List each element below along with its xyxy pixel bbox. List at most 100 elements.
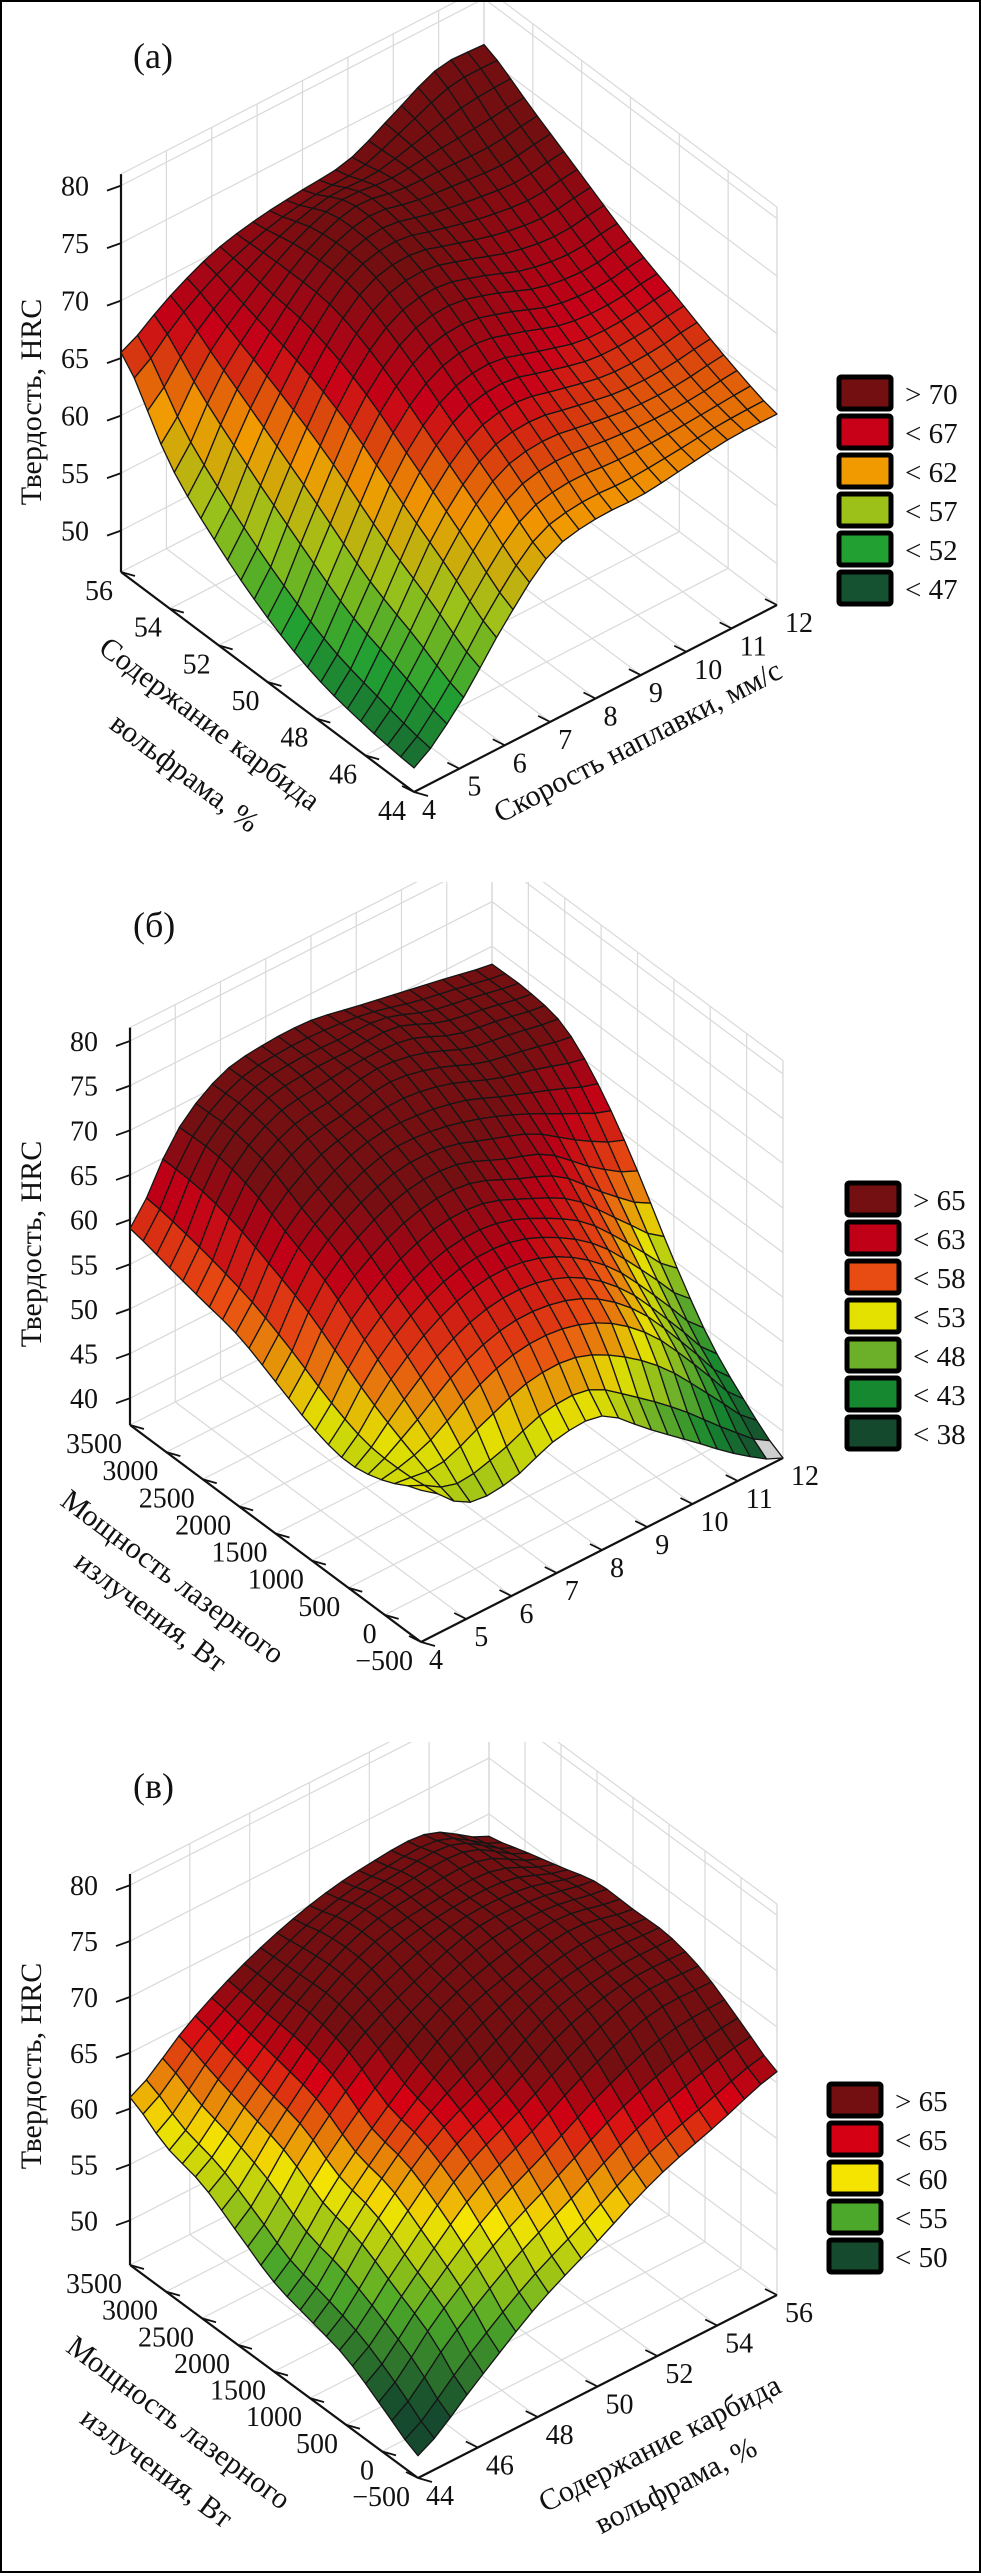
wall-gridline — [491, 901, 784, 1120]
y-tick — [129, 2264, 145, 2270]
x-tick-label: 10 — [701, 1507, 729, 1538]
x-tick-label: 10 — [694, 655, 722, 686]
z-tick-label: 65 — [61, 344, 89, 375]
x-tick-label: 11 — [740, 631, 767, 662]
z-axis-title: Твердость, HRC — [15, 1141, 48, 1348]
z-tick-label: 75 — [70, 1072, 98, 1103]
z-tick-label: 60 — [61, 402, 89, 433]
x-tick-label: 6 — [513, 748, 527, 779]
z-tick — [106, 472, 122, 479]
legend-swatch — [826, 2237, 884, 2275]
y-tick-label: 2000 — [174, 2349, 230, 2380]
wall-edge — [120, 2, 457, 175]
z-tick-label: 65 — [70, 2039, 98, 2070]
wall-edge — [502, 2, 778, 208]
x-tick — [764, 598, 778, 606]
x-tick — [680, 1497, 693, 1505]
z-tick — [115, 2107, 131, 2115]
y-tick-label: 1000 — [248, 1565, 304, 1596]
legend: > 70 < 67 < 62 < 57 < 52 < 47 — [836, 374, 958, 607]
z-tick — [106, 184, 122, 192]
z-axis-title: Твердость, HRC — [15, 1963, 48, 2170]
legend-label: < 38 — [913, 1419, 966, 1451]
x-tick-label: 5 — [474, 1622, 488, 1653]
y-tick — [237, 2344, 253, 2350]
floor-gridline — [347, 1403, 711, 1589]
z-tick-label: 60 — [70, 1206, 98, 1237]
legend-label: < 58 — [913, 1263, 966, 1295]
surface-cell — [407, 1484, 439, 1495]
x-tick — [408, 1635, 422, 1643]
y-tick — [169, 607, 185, 614]
wall-gridline — [129, 882, 445, 1042]
surface-chart-2: 404550556065707580−500050010001500200025… — [15, 882, 966, 1679]
x-tick — [634, 1520, 648, 1528]
z-tick-label: 75 — [61, 229, 89, 260]
y-tick — [120, 571, 136, 577]
y-tick-label: 3500 — [66, 1429, 122, 1460]
z-tick — [115, 1397, 131, 1405]
z-tick — [115, 1218, 131, 1226]
y-tick-label: 50 — [232, 686, 260, 717]
y-tick-label: 500 — [298, 1592, 340, 1623]
z-tick — [115, 1996, 131, 2003]
legend-label: < 67 — [905, 418, 958, 450]
z-tick — [115, 2219, 131, 2227]
y-tick — [218, 644, 233, 651]
y-tick-label: 46 — [329, 759, 357, 790]
y-tick — [273, 2370, 289, 2377]
x-tick — [525, 2410, 539, 2418]
legend-swatch — [836, 491, 894, 529]
y-tick — [345, 2423, 361, 2430]
y-tick — [201, 2317, 217, 2324]
legend-label: < 55 — [895, 2203, 948, 2235]
legend-swatch — [844, 1336, 902, 1374]
z-tick — [115, 1129, 131, 1137]
z-tick-label: 70 — [70, 1983, 98, 2014]
x-tick-label: 5 — [467, 772, 481, 803]
wall-gridline — [129, 901, 493, 1087]
x-tick-label: 50 — [606, 2390, 634, 2421]
wall-edge — [556, 1742, 778, 1905]
y-tick-label: 2500 — [138, 2322, 194, 2353]
y-tick — [129, 1424, 145, 1430]
z-tick — [115, 1084, 131, 1092]
z-axis-title: Твердость, HRC — [15, 299, 48, 506]
x-tick — [644, 2349, 658, 2357]
x-axis-title: Скорость наплавки, мм/с — [488, 654, 787, 830]
z-tick-label: 65 — [70, 1161, 98, 1192]
x-tick — [628, 668, 642, 676]
x-tick — [583, 691, 596, 700]
z-tick — [115, 1263, 131, 1271]
surface — [129, 1831, 778, 2457]
surface-cell — [404, 2420, 435, 2457]
wall-edge — [542, 882, 784, 1062]
legend-label: < 47 — [905, 574, 958, 606]
wall-edge — [129, 1742, 391, 1875]
legend: > 65 < 63 < 58 < 53 < 48 < 43 < 38 — [844, 1180, 966, 1452]
x-tick — [589, 1543, 603, 1551]
x-tick — [725, 1474, 739, 1482]
x-tick — [544, 1566, 558, 1574]
y-tick — [384, 1614, 399, 1620]
legend-swatch — [844, 1375, 902, 1413]
x-tick-label: 12 — [791, 1461, 819, 1492]
legend-label: < 43 — [913, 1380, 966, 1412]
x-tick-label: 44 — [426, 2481, 454, 2512]
y-tick-label: 54 — [134, 613, 162, 644]
z-tick-label: 50 — [61, 517, 89, 548]
y-tick-label: −500 — [355, 1646, 413, 1677]
x-tick — [673, 644, 687, 653]
y-tick — [238, 1505, 254, 1512]
z-tick — [115, 1308, 131, 1315]
legend-label: < 50 — [895, 2242, 948, 2274]
surface — [129, 963, 784, 1503]
y-tick-label: 1500 — [210, 2376, 266, 2407]
legend-label: < 53 — [913, 1302, 966, 1334]
y-tick-label: 2500 — [139, 1483, 195, 1514]
x-tick — [465, 2440, 479, 2449]
legend-label: < 65 — [895, 2125, 948, 2157]
y-tick — [420, 1641, 436, 1647]
